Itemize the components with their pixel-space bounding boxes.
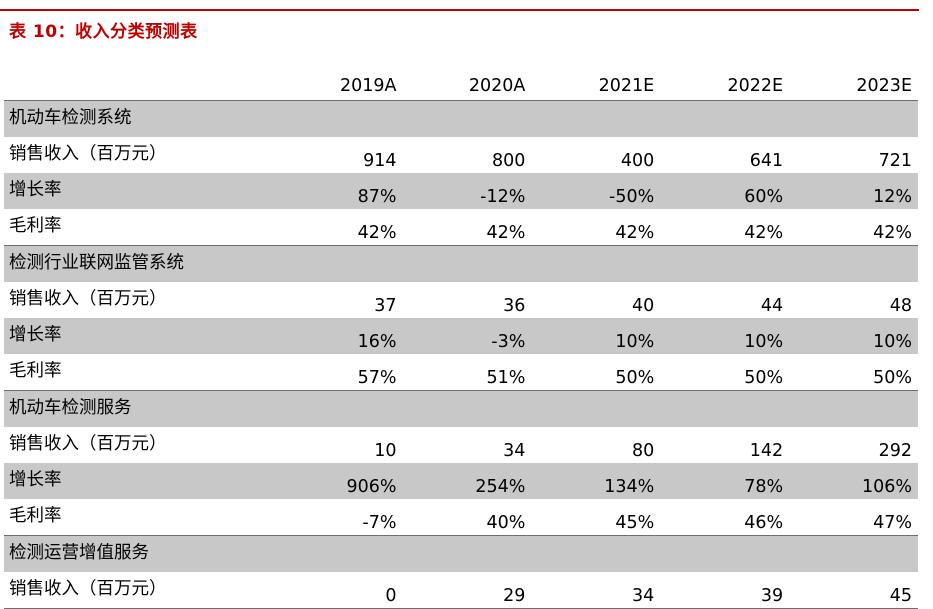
header-2023e: 2023E (856, 76, 912, 96)
table-title: 表 10：收入分类预测表 (9, 22, 198, 42)
table-row: 销售收入（百万元） 0 29 34 39 45 (4, 572, 918, 609)
table-cell: 50% (744, 368, 784, 388)
table-cell: 42% (873, 223, 912, 243)
table-cell: 142 (749, 441, 784, 461)
table-cell: 292 (878, 441, 912, 461)
section-label: 检测行业联网监管系统 (4, 245, 918, 282)
row-label: 增长率 (4, 318, 268, 354)
table-cell: 37 (374, 296, 397, 316)
table-cell: 906% (267, 463, 397, 499)
row-label: 销售收入（百万元） (9, 144, 167, 164)
table-cell: 641 (749, 151, 784, 171)
top-rule (0, 9, 919, 11)
table-cell: 914 (363, 151, 397, 171)
table-cell: 800 (491, 151, 526, 171)
table-cell: 12% (783, 173, 918, 209)
header-2020a: 2020A (468, 76, 526, 96)
table-cell: -3% (396, 318, 526, 354)
section-row: 机动车检测系统 (4, 100, 918, 137)
row-label: 销售收入（百万元） (9, 289, 167, 309)
table-cell: 0 (267, 572, 397, 609)
revenue-forecast-table: 2019A 2020A 2021E 2022E 2023E 机动车检测系统 销售收… (4, 66, 918, 609)
table-cell: 400 (620, 151, 655, 171)
table-cell: 50% (873, 368, 912, 388)
table-cell: 34 (503, 441, 526, 461)
section-row: 机动车检测服务 (4, 390, 918, 427)
section-row: 检测行业联网监管系统 (4, 245, 918, 282)
table-cell: 42% (486, 223, 526, 243)
row-label: 销售收入（百万元） (4, 572, 268, 609)
table-cell: 254% (396, 463, 526, 499)
table-cell: -7% (362, 513, 397, 533)
row-label: 毛利率 (9, 506, 62, 526)
table-cell: 40 (631, 296, 655, 316)
table-cell: 48 (889, 296, 912, 316)
table-cell: 45 (783, 572, 918, 609)
table-cell: 47% (873, 513, 912, 533)
table-cell: -12% (396, 173, 526, 209)
table-cell: 45% (615, 513, 655, 533)
table-cell: 36 (503, 296, 526, 316)
table-cell: 10% (783, 318, 918, 354)
table-cell: 10 (374, 441, 397, 461)
table-cell: 10% (525, 318, 655, 354)
header-2022e: 2022E (727, 76, 784, 96)
table-cell: 721 (878, 151, 912, 171)
header-2019a: 2019A (339, 76, 397, 96)
row-label: 毛利率 (9, 216, 62, 236)
table-row: 增长率 87% -12% -50% 60% 12% (4, 173, 918, 209)
table-cell: 46% (744, 513, 784, 533)
table-row: 销售收入（百万元） 10 34 80 142 292 (4, 427, 918, 463)
header-row: 2019A 2020A 2021E 2022E 2023E (4, 66, 918, 101)
table-cell: 29 (396, 572, 526, 609)
table-row: 增长率 906% 254% 134% 78% 106% (4, 463, 918, 499)
table-cell: 44 (760, 296, 784, 316)
table-cell: 42% (744, 223, 784, 243)
section-label: 检测运营增值服务 (4, 535, 918, 572)
table-cell: 60% (654, 173, 784, 209)
table-row: 销售收入（百万元） 37 36 40 44 48 (4, 282, 918, 318)
row-label: 增长率 (4, 463, 268, 499)
table-cell: 10% (654, 318, 784, 354)
table-cell: 134% (525, 463, 655, 499)
header-blank (4, 66, 268, 101)
table-cell: 42% (615, 223, 655, 243)
section-label: 机动车检测系统 (4, 100, 918, 137)
table-cell: 16% (267, 318, 397, 354)
table-row: 增长率 16% -3% 10% 10% 10% (4, 318, 918, 354)
table-cell: -50% (525, 173, 655, 209)
row-label: 毛利率 (9, 361, 62, 381)
table-cell: 40% (486, 513, 526, 533)
table-cell: 51% (486, 368, 526, 388)
table-row: 毛利率 57% 51% 50% 50% 50% (4, 354, 918, 391)
section-row: 检测运营增值服务 (4, 535, 918, 572)
header-2021e: 2021E (598, 76, 655, 96)
table-cell: 34 (525, 572, 655, 609)
table-cell: 78% (654, 463, 784, 499)
table-cell: 106% (783, 463, 918, 499)
table-cell: 39 (654, 572, 784, 609)
table-row: 销售收入（百万元） 914 800 400 641 721 (4, 137, 918, 173)
table-cell: 42% (357, 223, 397, 243)
table-cell: 80 (631, 441, 655, 461)
table-cell: 87% (267, 173, 397, 209)
table-cell: 50% (615, 368, 655, 388)
table-cell: 57% (357, 368, 397, 388)
section-label: 机动车检测服务 (4, 390, 918, 427)
table-row: 毛利率 -7% 40% 45% 46% 47% (4, 499, 918, 536)
table-row: 毛利率 42% 42% 42% 42% 42% (4, 209, 918, 246)
row-label: 增长率 (4, 173, 268, 209)
row-label: 销售收入（百万元） (9, 434, 167, 454)
